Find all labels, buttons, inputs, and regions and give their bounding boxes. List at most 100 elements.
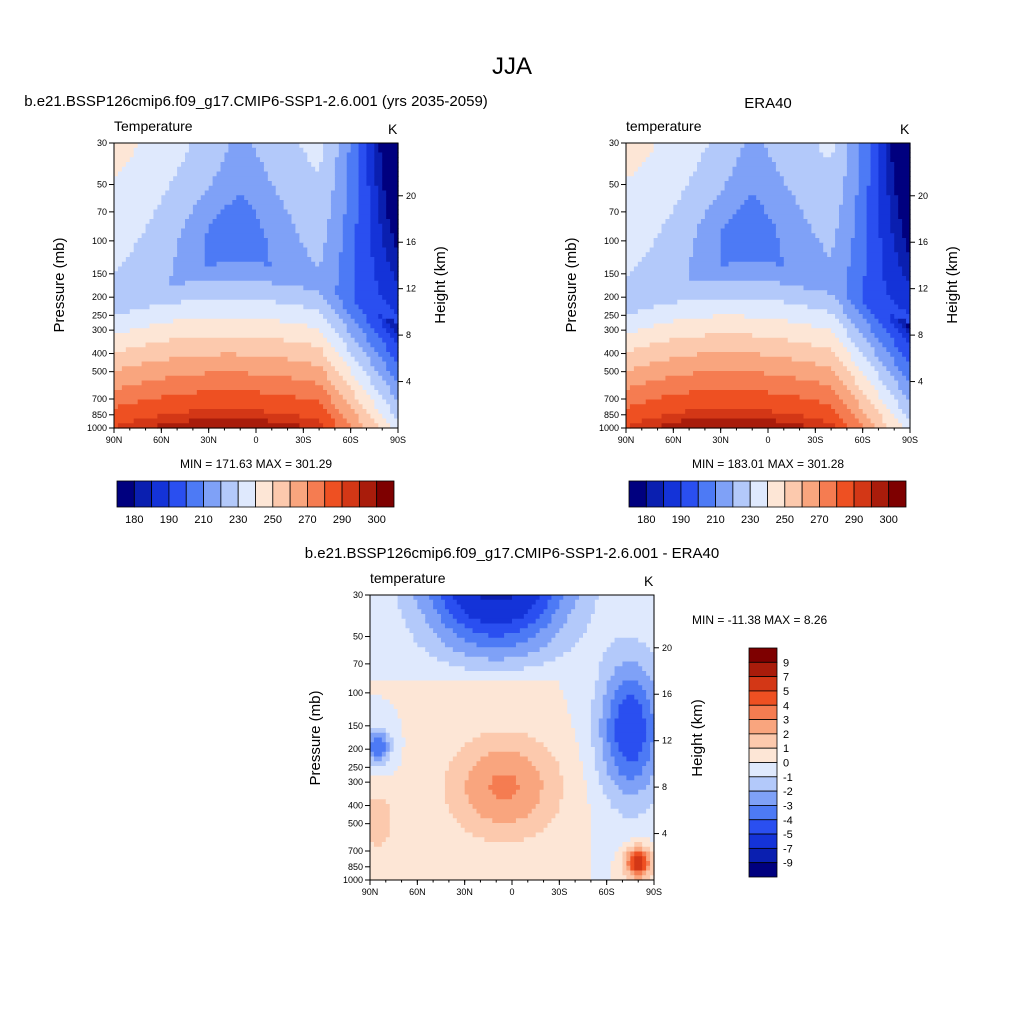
contour-fill — [586, 785, 604, 791]
contour-fill — [677, 200, 714, 206]
contour-fill — [354, 247, 371, 253]
contour-fill — [665, 219, 702, 225]
contour-fill — [649, 247, 694, 253]
contour-fill — [338, 409, 356, 415]
contour-fill — [720, 257, 785, 263]
contour-fill — [378, 390, 391, 396]
contour-fill — [259, 219, 293, 225]
contour-fill — [732, 214, 769, 220]
contour-fill — [346, 418, 360, 424]
contour-fill — [338, 271, 356, 277]
contour-fill — [319, 418, 336, 424]
contour-fill — [394, 394, 399, 401]
contour-fill — [590, 818, 655, 824]
contour-fill — [626, 209, 674, 215]
contour-fill — [634, 861, 643, 867]
contour-fill — [779, 242, 824, 249]
contour-fill — [650, 861, 655, 867]
contour-fill — [571, 609, 596, 615]
contour-fill — [602, 656, 655, 663]
contour-fill — [590, 808, 620, 815]
contour-fill — [370, 728, 387, 734]
contour-fill — [323, 404, 336, 410]
contour-fill — [906, 238, 911, 244]
contour-fill — [342, 238, 356, 244]
contour-fill — [626, 371, 694, 377]
contour-fill — [642, 713, 655, 720]
contour-fill — [610, 799, 655, 805]
contour-fill — [850, 390, 864, 396]
contour-fill — [850, 238, 868, 244]
contour-fill — [378, 185, 383, 192]
contour-fill — [370, 775, 446, 781]
contour-fill — [370, 842, 375, 848]
contour-fill — [448, 609, 466, 615]
contour-fill — [386, 366, 399, 372]
contour-fill — [677, 299, 785, 306]
contour-fill — [771, 157, 848, 163]
contour-fill — [602, 742, 612, 748]
contour-fill — [373, 842, 383, 848]
contour-fill — [563, 652, 604, 658]
contour-fill — [854, 214, 868, 220]
contour-fill — [626, 775, 635, 781]
contour-fill — [653, 238, 694, 244]
contour-fill — [854, 223, 868, 230]
contour-fill — [850, 242, 868, 249]
contour-fill — [646, 694, 655, 701]
contour-fill — [429, 595, 442, 601]
contour-fill — [590, 865, 612, 872]
contour-fill — [689, 390, 769, 396]
contour-fill — [370, 656, 438, 663]
contour-fill — [346, 185, 360, 192]
colorbar-label: 230 — [229, 514, 247, 526]
contour-fill — [390, 261, 399, 268]
contour-fill — [598, 732, 608, 739]
contour-fill — [795, 195, 844, 201]
contour-fill — [385, 737, 395, 743]
contour-fill — [870, 309, 907, 315]
contour-fill — [634, 846, 643, 853]
contour-fill — [650, 837, 655, 843]
contour-fill — [870, 166, 880, 173]
contour-fill — [590, 713, 604, 720]
contour-fill — [634, 694, 647, 701]
contour-fill — [882, 413, 895, 420]
contour-fill — [768, 390, 836, 396]
contour-fill — [626, 333, 706, 339]
contour-fill — [602, 704, 612, 710]
contour-fill — [650, 865, 655, 872]
contour-fill — [886, 152, 891, 158]
contour-fill — [646, 737, 655, 743]
contour-fill — [626, 375, 667, 382]
contour-fill — [846, 271, 868, 277]
contour-fill — [393, 742, 407, 748]
contour-fill — [858, 190, 868, 196]
contour-fill — [370, 699, 391, 705]
contour-fill — [614, 718, 647, 724]
contour-fill — [114, 299, 182, 306]
contour-fill — [334, 404, 352, 410]
contour-fill — [641, 257, 690, 263]
contour-fill — [382, 233, 395, 239]
contour-fill — [370, 628, 411, 634]
contour-fill — [173, 261, 206, 268]
contour-fill — [898, 385, 911, 391]
contour-fill — [342, 318, 356, 325]
contour-fill — [642, 846, 651, 853]
contour-fill — [657, 233, 698, 239]
contour-fill — [650, 699, 655, 705]
contour-fill — [610, 642, 647, 648]
contour-fill — [878, 209, 891, 215]
contour-fill — [732, 166, 777, 173]
contour-fill — [307, 152, 324, 158]
x-tick-label: 0 — [509, 887, 514, 897]
contour-fill — [870, 157, 880, 163]
contour-fill — [121, 261, 174, 268]
contour-fill — [775, 223, 812, 230]
contour-fill — [622, 861, 627, 867]
contour-fill — [370, 756, 375, 762]
contour-fill — [815, 361, 844, 367]
contour-fill — [386, 380, 399, 386]
contour-fill — [354, 390, 368, 396]
